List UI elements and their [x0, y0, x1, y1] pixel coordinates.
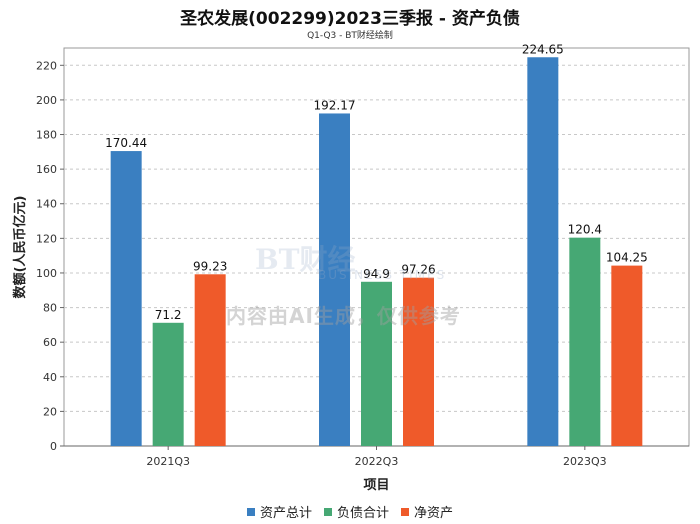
y-tick-label: 0 [50, 440, 57, 453]
bar [611, 265, 643, 446]
data-label: 120.4 [568, 223, 602, 237]
legend-swatch-equity [401, 507, 409, 516]
data-label: 71.2 [155, 308, 182, 322]
legend-item-assets[interactable]: 资产总计 [246, 502, 312, 521]
data-label: 104.25 [606, 251, 648, 265]
bar [569, 237, 601, 446]
legend-label-liabilities: 负债合计 [336, 506, 389, 521]
bar [403, 277, 434, 446]
y-tick-label: 20 [43, 405, 57, 418]
y-axis-title: 数额(人民币亿元) [12, 196, 28, 299]
y-tick-label: 80 [43, 302, 57, 315]
x-axis-title: 项目 [363, 478, 389, 493]
data-label: 192.17 [314, 98, 356, 112]
bar [361, 281, 392, 446]
y-tick-label: 200 [36, 94, 57, 107]
y-tick-label: 160 [36, 163, 57, 176]
legend-swatch-liabilities [323, 507, 332, 516]
bar [110, 151, 142, 446]
legend-item-liabilities[interactable]: 负债合计 [323, 502, 389, 521]
data-label: 97.26 [401, 263, 435, 277]
y-tick-label: 100 [36, 267, 57, 280]
bar [319, 113, 350, 447]
y-tick-label: 140 [36, 198, 57, 211]
x-tick-label: 2023Q3 [563, 455, 607, 468]
chart-subtitle: Q1-Q3 - BT财经绘制 [307, 31, 393, 41]
watermark-logo: BT财经 [255, 243, 356, 276]
x-tick-label: 2021Q3 [146, 455, 190, 468]
watermark-text: 内容由AI生成，仅供参考 [226, 304, 461, 328]
data-label: 224.65 [522, 42, 564, 56]
y-tick-label: 120 [36, 232, 57, 245]
data-label: 94.9 [363, 267, 390, 281]
legend-label-equity: 净资产 [414, 506, 454, 521]
bar [152, 322, 184, 446]
x-tick-label: 2022Q3 [355, 455, 399, 468]
watermark-subtext: BUSINESS TIMES [318, 268, 447, 282]
y-tick-label: 60 [43, 336, 57, 349]
y-tick-label: 220 [36, 59, 57, 72]
chart-title: 圣农发展(002299)2023三季报 - 资产负债 [180, 9, 520, 29]
legend-label-assets: 资产总计 [259, 506, 312, 521]
legend-swatch-assets [246, 507, 255, 516]
legend: 资产总计 负债合计 净资产 [0, 502, 700, 521]
y-tick-label: 40 [43, 371, 57, 384]
bar [194, 274, 226, 446]
data-label: 99.23 [193, 259, 227, 273]
y-tick-label: 180 [36, 129, 57, 142]
data-label: 170.44 [105, 136, 147, 150]
legend-item-equity[interactable]: 净资产 [401, 502, 453, 521]
bar [527, 57, 559, 447]
